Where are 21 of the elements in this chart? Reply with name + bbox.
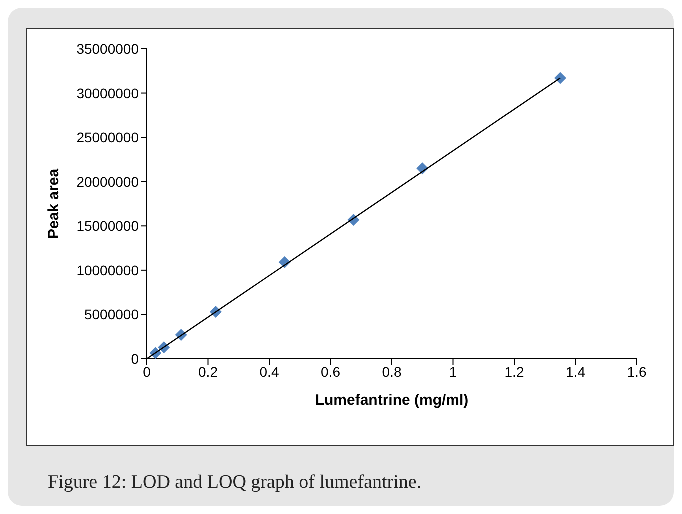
y-tick-label: 25000000 — [76, 130, 140, 146]
y-tick-label: 15000000 — [76, 218, 140, 234]
x-tick-label: 1.2 — [504, 364, 524, 380]
y-tick-label: 0 — [131, 350, 140, 367]
y-tick-label: 35000000 — [76, 40, 140, 57]
y-tick-label: 10000000 — [76, 262, 140, 278]
y-tick-label: 20000000 — [76, 174, 140, 190]
x-tick-label: 0.8 — [382, 364, 402, 380]
x-tick-label: 0 — [143, 364, 152, 380]
caption: Figure 12: LOD and LOQ graph of lumefantrine. — [48, 472, 422, 494]
y-tick-label: 5000000 — [84, 306, 140, 323]
x-tick-label: 0.4 — [260, 364, 280, 380]
x-tick-label: 1.4 — [566, 364, 586, 380]
x-tick-label: 0.6 — [321, 364, 341, 380]
y-axis-title: Peak area — [45, 168, 62, 240]
point — [554, 72, 566, 84]
x-axis-title: Lumefantrine (mg/ml) — [315, 392, 469, 409]
x-tick-label: 0.2 — [198, 364, 218, 380]
x-tick-label: 1.6 — [627, 364, 647, 380]
y-tick-label: 30000000 — [76, 85, 140, 102]
x-tick-label: 1 — [449, 364, 458, 380]
